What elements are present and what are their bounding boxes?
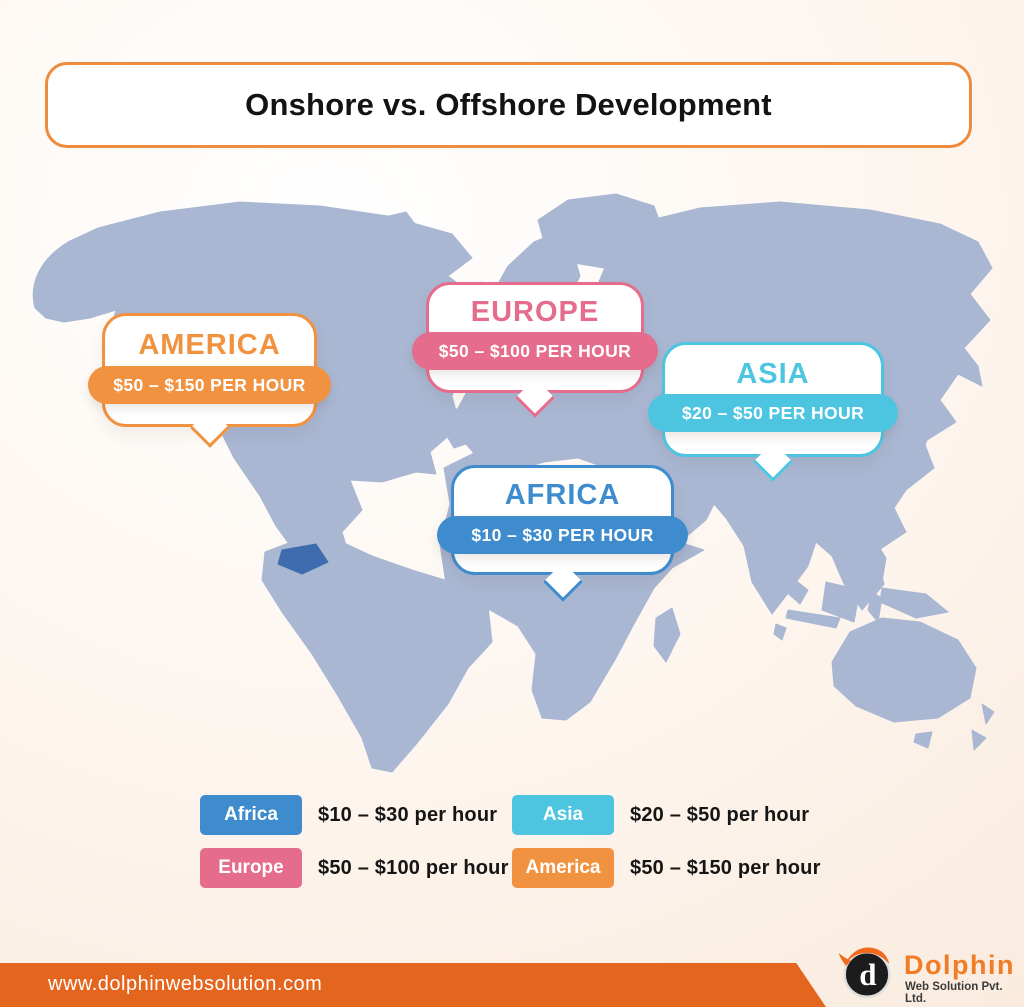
legend-item-america: America $50 – $150 per hour <box>512 848 821 888</box>
continent-south-america <box>261 537 493 773</box>
page-title: Onshore vs. Offshore Development <box>245 87 772 122</box>
logo-subtitle-text: Web Solution Pvt. Ltd. <box>905 981 1003 1005</box>
callout-region-label: AFRICA <box>504 479 621 511</box>
island-philippines <box>871 541 887 583</box>
legend-chip-europe: Europe <box>200 848 302 888</box>
island-cuba <box>299 525 333 539</box>
footer-band <box>0 963 826 1007</box>
callout-africa: AFRICA $10 – $30 PER HOUR <box>437 465 688 615</box>
legend-item-asia: Asia $20 – $50 per hour <box>512 795 809 835</box>
callout-rate-pill: $10 – $30 PER HOUR <box>437 516 688 554</box>
island-sri-lanka <box>773 623 787 641</box>
legend-rate-africa: $10 – $30 per hour <box>318 803 498 826</box>
callout-rate-pill: $50 – $150 PER HOUR <box>88 366 331 404</box>
continent-australia <box>831 617 977 723</box>
website-link[interactable]: www.dolphinwebsolution.com <box>48 973 323 995</box>
island-madagascar <box>653 607 681 663</box>
island-new-zealand <box>981 703 995 725</box>
dolphin-logo-icon: d <box>838 947 891 999</box>
callout-region-label: EUROPE <box>470 296 600 328</box>
island-new-zealand <box>971 729 987 751</box>
island-java <box>785 609 841 629</box>
callout-rate-pill: $20 – $50 PER HOUR <box>648 394 898 432</box>
legend-item-africa: Africa $10 – $30 per hour <box>200 795 497 835</box>
legend-rate-america: $50 – $150 per hour <box>630 856 821 879</box>
callout-europe: EUROPE $50 – $100 PER HOUR <box>412 282 658 432</box>
legend-item-europe: Europe $50 – $100 per hour <box>200 848 509 888</box>
island-sumatra <box>765 561 809 605</box>
legend-chip-asia: Asia <box>512 795 614 835</box>
callout-america: AMERICA $50 – $150 PER HOUR <box>88 313 331 463</box>
logo-letter: d <box>859 957 876 992</box>
legend-chip-africa: Africa <box>200 795 302 835</box>
island-borneo <box>821 581 861 623</box>
callout-region-label: ASIA <box>736 358 810 390</box>
island-japan <box>897 401 929 467</box>
callout-rate-pill: $50 – $100 PER HOUR <box>412 332 658 370</box>
island-tasmania <box>913 731 933 749</box>
title-banner: Onshore vs. Offshore Development <box>45 62 972 148</box>
logo-brand-text: Dolphin <box>904 950 1015 980</box>
callout-region-label: AMERICA <box>138 329 281 361</box>
highlight-venezuela <box>277 543 329 575</box>
callout-asia: ASIA $20 – $50 PER HOUR <box>648 342 898 494</box>
legend-chip-america: America <box>512 848 614 888</box>
legend-rate-europe: $50 – $100 per hour <box>318 856 509 879</box>
island-new-guinea <box>879 587 949 619</box>
company-logo: d Dolphin Web Solution Pvt. Ltd. <box>836 936 1016 1005</box>
legend-rate-asia: $20 – $50 per hour <box>630 803 810 826</box>
